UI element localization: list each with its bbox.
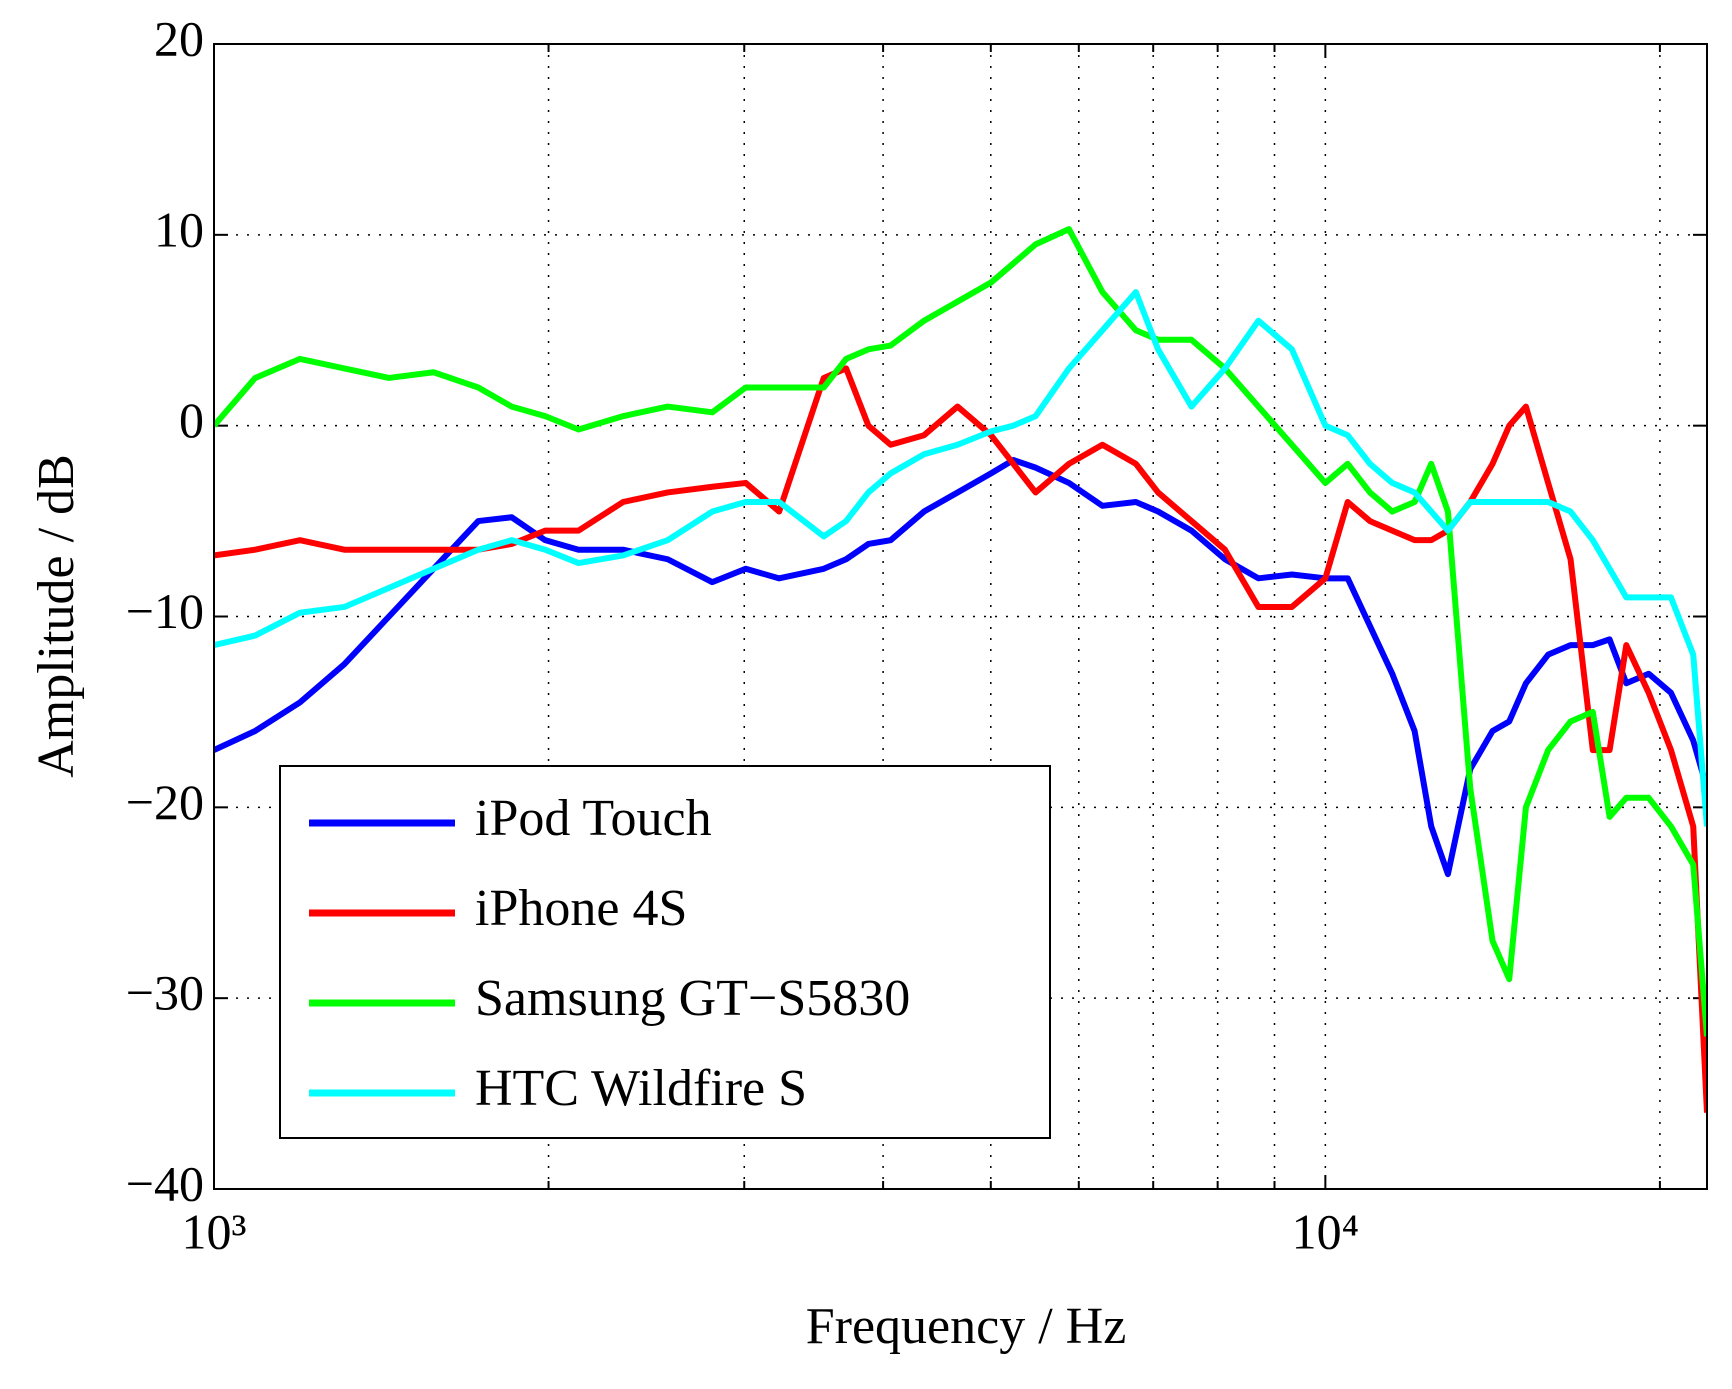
legend-label: iPod Touch (475, 790, 712, 847)
y-tick-label: −20 (126, 774, 204, 830)
x-tick-label: 10³ (182, 1203, 247, 1259)
y-axis-label: Amplitude / dB (28, 454, 85, 778)
legend-label: HTC Wildfire S (475, 1060, 807, 1117)
y-tick-label: −40 (126, 1155, 204, 1211)
x-tick-label: 10⁴ (1292, 1203, 1359, 1259)
y-tick-label: −10 (126, 583, 204, 639)
legend-box (279, 765, 1051, 1139)
y-tick-label: 10 (154, 201, 204, 257)
y-tick-label: 20 (154, 10, 204, 66)
series-line (214, 289, 1707, 827)
series-line (214, 457, 1707, 878)
series-line (214, 365, 1707, 1113)
plot-frame (213, 43, 1708, 1190)
x-axis-label: Frequency / Hz (806, 1298, 1127, 1355)
y-tick-label: 0 (179, 392, 204, 448)
legend-label: Samsung GT−S5830 (475, 970, 910, 1027)
y-tick-label: −30 (126, 965, 204, 1021)
legend-label: iPhone 4S (475, 880, 687, 937)
